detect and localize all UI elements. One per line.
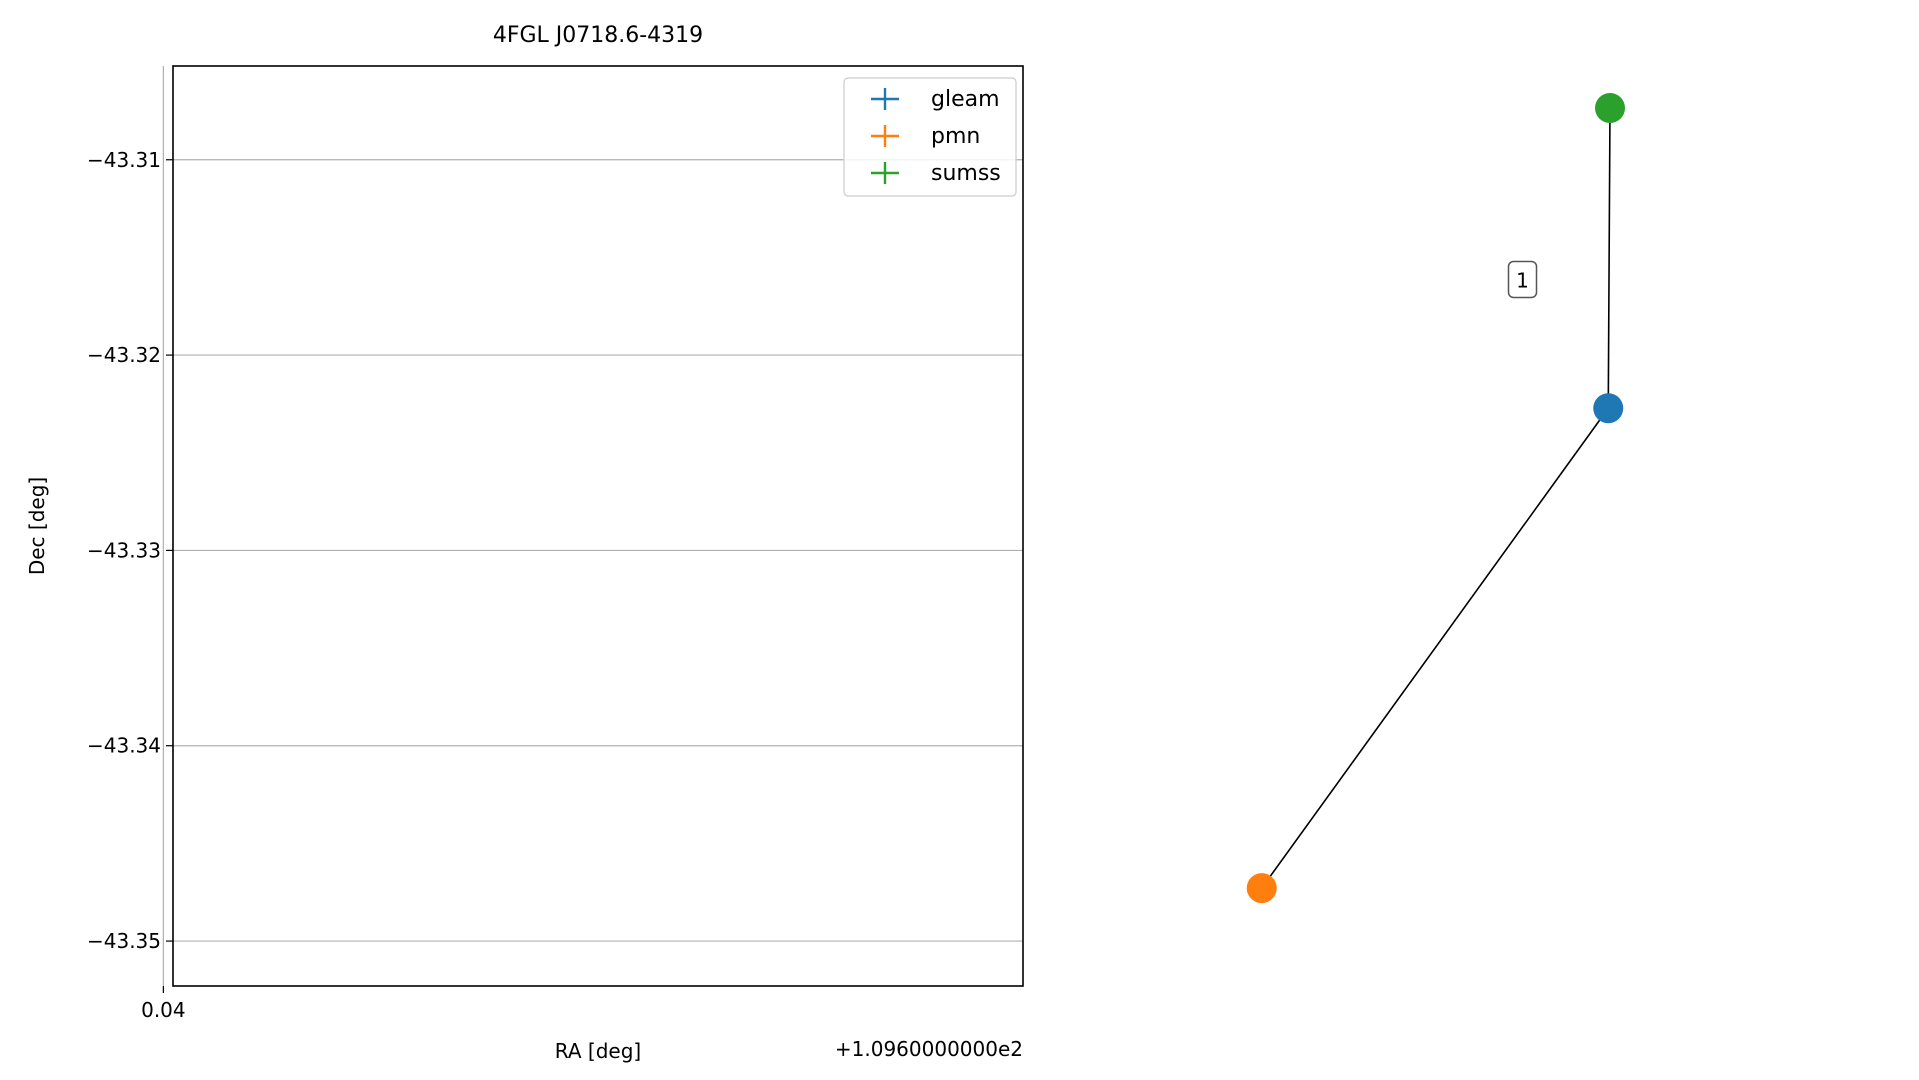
x-tick-label: 0.04 [141,998,186,1022]
y-axis-label: Dec [deg] [25,477,49,575]
y-tick-label: −43.33 [87,538,161,562]
y-tick-label: −43.35 [87,929,161,953]
edge-weight-text: 1 [1516,268,1529,292]
graph-edge-gleam-sumss [1607,107,1611,409]
legend-entry-pmn: pmn [871,124,980,149]
y-tick-label: −43.32 [87,343,161,367]
axes-frame [172,65,1024,987]
y-tick-label: −43.31 [87,148,161,172]
x-axis-label: RA [deg] [555,1039,641,1063]
graph-node-pmn [1246,873,1277,904]
grid [162,66,1023,986]
legend-entry-sumss: sumss [871,161,1001,186]
graph-node-gleam [1593,393,1624,424]
edge-weight-label: 1 [1507,260,1538,299]
chart-title: 4FGL J0718.6-4319 [493,23,703,48]
edge-weight-box [1507,260,1538,299]
graph-nodes [1246,93,1625,904]
graph-node-sumss [1595,93,1625,123]
legend: gleam pmn sumss [843,77,1017,197]
x-axis-ticks: 0.040.050.060.070.080.090.10 [141,986,186,1022]
sky-position-plot: 4FGL J0718.6-4319 1 0.040.050.060.070.08… [25,23,1024,1063]
legend-entry-gleam: gleam [871,87,1000,112]
legend-label: gleam [931,87,1000,112]
graph-edges [1261,107,1611,889]
legend-box [843,77,1017,197]
y-axis-ticks: −43.31 −43.32 −43.33 −43.34 −43.35 [87,148,173,953]
x-axis-offset-label: +1.0960000000e2 [835,1037,1023,1061]
legend-label: pmn [931,124,980,149]
graph-labels: 1 [1507,260,1538,299]
graph-edge-gleam-pmn [1261,407,1609,889]
legend-label: sumss [931,161,1001,186]
y-tick-label: −43.34 [87,734,161,758]
association-graph: 1 [1246,93,1625,904]
